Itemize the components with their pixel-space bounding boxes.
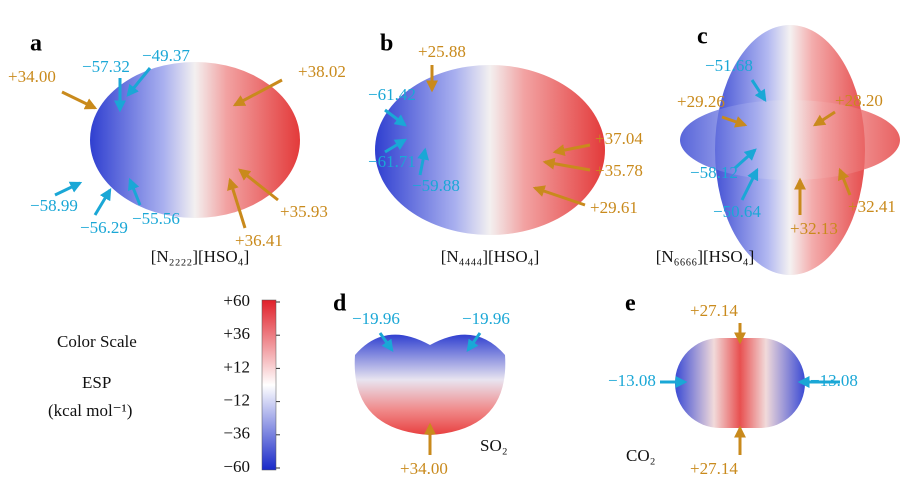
esp-value: +25.88 [418,42,466,61]
esp-value: +32.13 [790,219,838,238]
esp-value: +27.14 [690,459,738,478]
esp-value: −56.29 [80,218,128,237]
esp-value: −13.08 [810,371,858,390]
esp-value: +37.04 [595,129,643,148]
esp-value: −55.56 [132,209,180,228]
panel-caption: [N₆₆₆₆][HSO₄] [656,247,755,266]
esp-value: +36.41 [235,231,283,250]
esp-value: +35.78 [595,161,643,180]
esp-value: −61.71 [368,152,416,171]
scale-tick-label: −60 [223,457,250,476]
panel-label: a [30,31,42,57]
esp-value: +38.02 [298,62,346,81]
scale-tick-label: +12 [223,357,250,376]
esp-value: +32.41 [848,197,896,216]
esp-value: +27.14 [690,301,738,320]
annotation-arrow [55,183,80,195]
scale-quantity: ESP [82,373,111,392]
annotation-arrow [62,92,95,108]
esp-value: −50.64 [713,202,761,221]
esp-value: +34.00 [8,67,56,86]
panel-caption: CO₂ [626,446,656,465]
scale-tick-label: −12 [223,391,250,410]
panel-label: b [380,31,393,57]
panel-label: c [697,24,708,50]
scale-tick-label: −36 [223,424,250,443]
esp-value: +34.00 [400,459,448,478]
panel-label: e [625,291,636,317]
esp-value: −49.37 [142,46,190,65]
panel-caption: SO₂ [480,436,508,455]
panel-caption: [N₄₄₄₄][HSO₄] [441,247,540,266]
esp-value: −58.12 [690,163,738,182]
panel-label: d [333,291,347,317]
esp-value: −61.42 [368,85,416,104]
esp-value: −58.99 [30,196,78,215]
esp-value: −57.32 [82,57,130,76]
scale-tick-label: +36 [223,324,250,343]
esp-value: +29.26 [677,92,725,111]
scale-tick-label: +60 [223,291,250,310]
esp-value: +29.61 [590,198,638,217]
scale-title: Color Scale [57,332,137,351]
esp-value: −19.96 [462,309,510,328]
esp-value: +35.93 [280,202,328,221]
esp-value: −13.08 [608,371,656,390]
esp-value: +28.20 [835,91,883,110]
esp-value: −59.88 [412,176,460,195]
scale-unit: (kcal mol⁻¹) [48,401,132,420]
esp-value: −51.68 [705,56,753,75]
figure: a[N₂₂₂₂][HSO₄]+34.00−57.32−49.37+38.02+3… [0,0,915,479]
esp-value: −19.96 [352,309,400,328]
annotation-arrow [95,190,110,215]
